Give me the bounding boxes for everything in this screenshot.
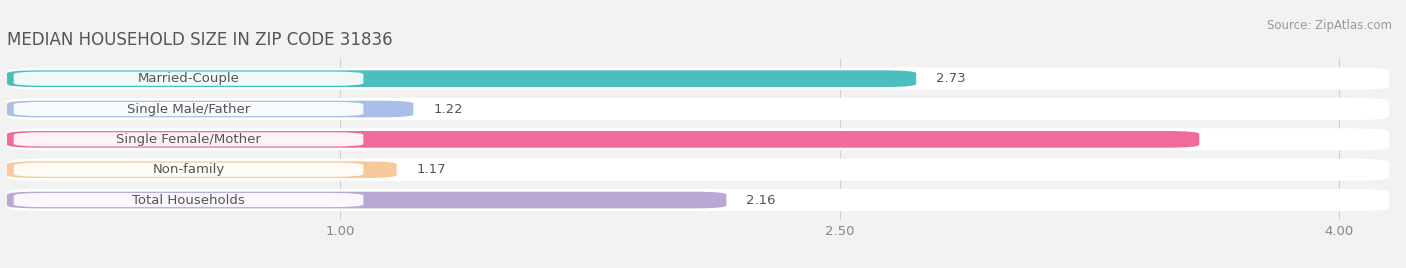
FancyBboxPatch shape	[7, 161, 396, 178]
Text: Married-Couple: Married-Couple	[138, 72, 239, 85]
FancyBboxPatch shape	[7, 131, 1199, 148]
FancyBboxPatch shape	[7, 128, 1389, 150]
Text: Single Male/Father: Single Male/Father	[127, 103, 250, 116]
FancyBboxPatch shape	[14, 132, 363, 146]
FancyBboxPatch shape	[7, 159, 1389, 181]
Text: Single Female/Mother: Single Female/Mother	[117, 133, 262, 146]
Text: 2.73: 2.73	[936, 72, 966, 85]
Text: 1.17: 1.17	[416, 163, 446, 176]
Text: 2.16: 2.16	[747, 193, 776, 207]
FancyBboxPatch shape	[14, 193, 363, 207]
FancyBboxPatch shape	[7, 70, 917, 87]
FancyBboxPatch shape	[14, 102, 363, 116]
FancyBboxPatch shape	[7, 101, 413, 117]
Text: 3.58: 3.58	[1219, 133, 1249, 146]
Text: 1.22: 1.22	[433, 103, 463, 116]
FancyBboxPatch shape	[14, 163, 363, 177]
FancyBboxPatch shape	[7, 192, 727, 209]
FancyBboxPatch shape	[7, 68, 1389, 90]
Text: Total Households: Total Households	[132, 193, 245, 207]
Text: MEDIAN HOUSEHOLD SIZE IN ZIP CODE 31836: MEDIAN HOUSEHOLD SIZE IN ZIP CODE 31836	[7, 31, 392, 49]
FancyBboxPatch shape	[7, 189, 1389, 211]
Text: Non-family: Non-family	[152, 163, 225, 176]
FancyBboxPatch shape	[7, 98, 1389, 120]
Text: Source: ZipAtlas.com: Source: ZipAtlas.com	[1267, 19, 1392, 32]
FancyBboxPatch shape	[14, 72, 363, 86]
